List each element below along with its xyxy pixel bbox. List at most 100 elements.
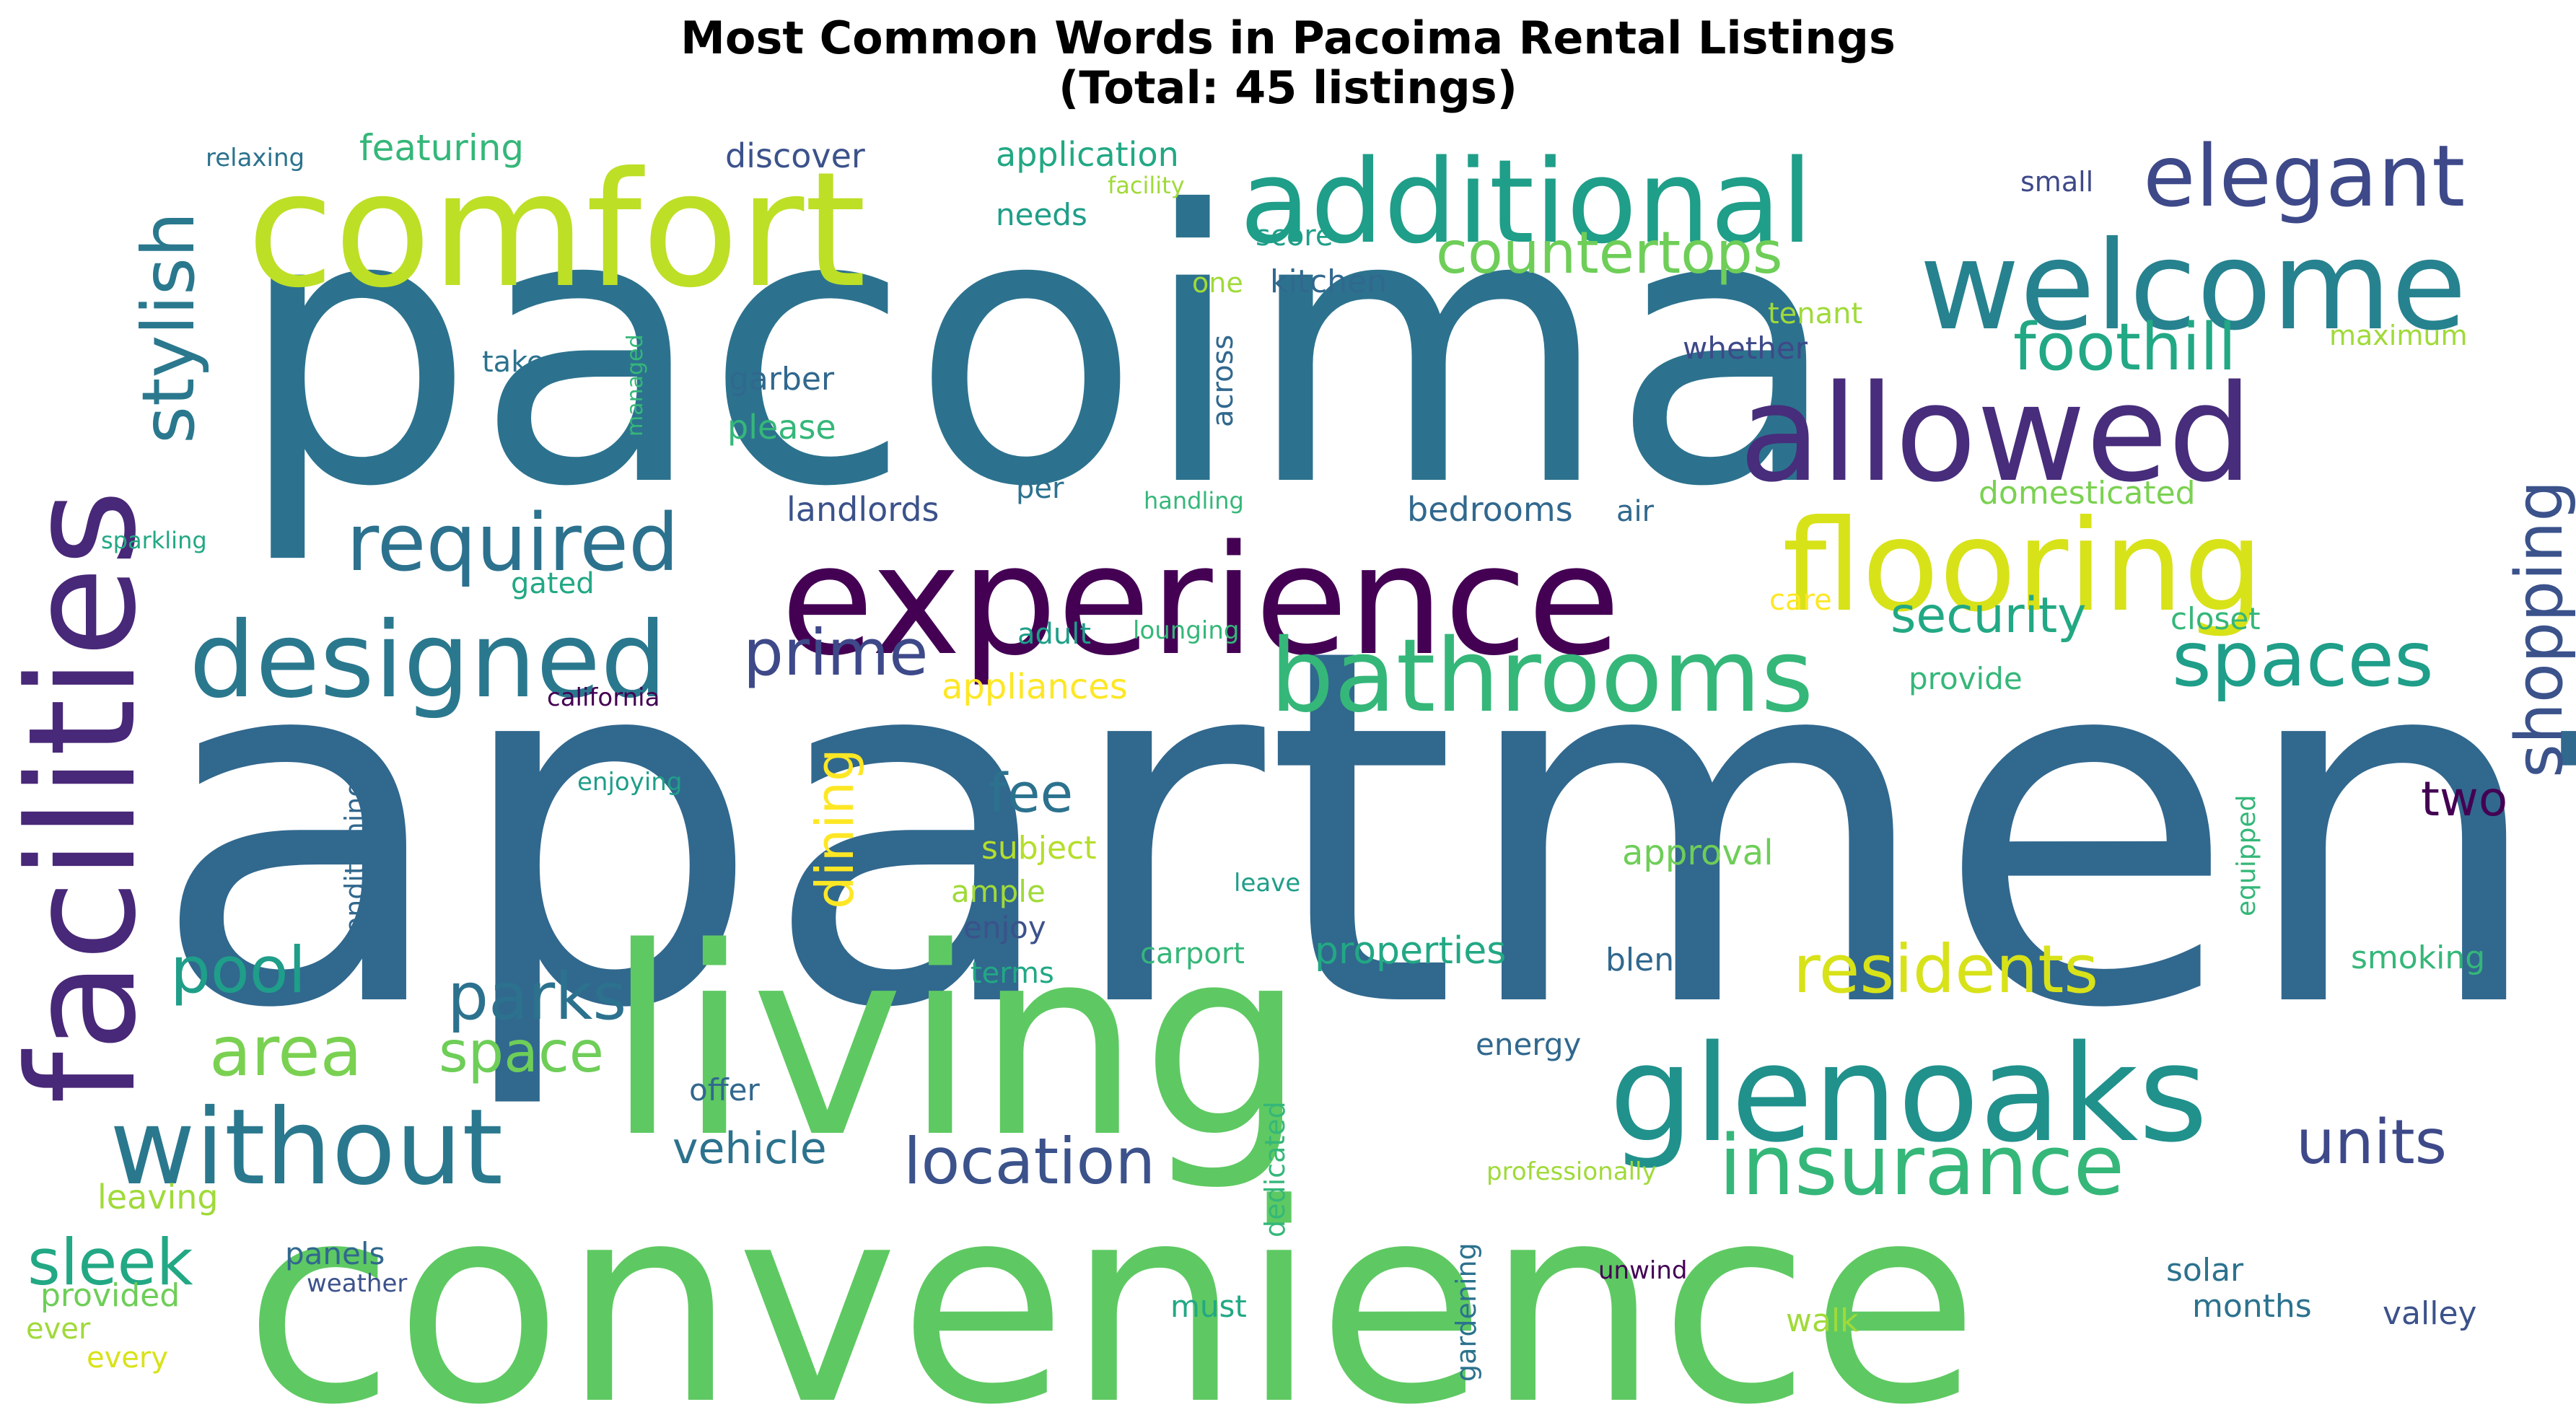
word-foothill: foothill bbox=[2013, 310, 2236, 385]
word-handling: handling bbox=[1144, 487, 1244, 514]
word-blend: blend bbox=[1605, 942, 1694, 978]
word-kitchen: kitchen bbox=[1270, 263, 1387, 300]
word-maximum: maximum bbox=[2329, 320, 2467, 351]
word-facility: facility bbox=[1108, 172, 1185, 199]
word-gated: gated bbox=[511, 567, 595, 600]
word-dedicated: dedicated bbox=[1259, 1101, 1291, 1237]
word-approval: approval bbox=[1622, 833, 1774, 873]
word-leave: leave bbox=[1234, 869, 1300, 898]
word-vehicle: vehicle bbox=[673, 1123, 827, 1174]
word-carport: carport bbox=[1140, 937, 1245, 970]
word-additional: additional bbox=[1240, 134, 1813, 269]
word-energy: energy bbox=[1476, 1027, 1581, 1062]
chart-title: Most Common Words in Pacoima Rental List… bbox=[680, 12, 1896, 115]
word-flooring: flooring bbox=[1782, 494, 2264, 640]
word-application: application bbox=[996, 135, 1179, 174]
word-required: required bbox=[346, 496, 679, 589]
word-security: security bbox=[1891, 587, 2087, 644]
word-must: must bbox=[1170, 1289, 1247, 1324]
word-countertops: countertops bbox=[1436, 219, 1783, 286]
word-landlords: landlords bbox=[787, 490, 939, 529]
word-enjoying: enjoying bbox=[577, 768, 682, 797]
word-location: location bbox=[903, 1124, 1155, 1198]
word-glenoaks: glenoaks bbox=[1609, 1016, 2208, 1172]
word-ever: ever bbox=[26, 1312, 91, 1346]
word-across: across bbox=[1206, 335, 1240, 427]
word-shopping: shopping bbox=[2502, 481, 2576, 778]
word-terms: terms bbox=[971, 957, 1054, 990]
word-provide: provide bbox=[1909, 661, 2023, 696]
word-discover: discover bbox=[725, 136, 865, 175]
word-conditioning: conditioning bbox=[339, 780, 371, 949]
word-allowed: allowed bbox=[1739, 356, 2253, 512]
word-parks: parks bbox=[447, 959, 626, 1035]
word-without: without bbox=[110, 1087, 503, 1209]
word-whether: whether bbox=[1683, 330, 1808, 366]
word-comfort: comfort bbox=[247, 138, 867, 323]
word-care: care bbox=[1769, 584, 1832, 617]
word-gardening: gardening bbox=[1450, 1242, 1482, 1382]
word-garber: garber bbox=[729, 361, 835, 398]
word-offer: offer bbox=[689, 1072, 760, 1108]
word-california: california bbox=[547, 683, 660, 712]
word-facilities: facilities bbox=[0, 489, 169, 1104]
word-bathrooms: bathrooms bbox=[1270, 618, 1813, 735]
word-living: living bbox=[606, 892, 1306, 1194]
word-ample: ample bbox=[951, 874, 1046, 909]
word-needs: needs bbox=[996, 197, 1087, 232]
word-one: one bbox=[1192, 267, 1243, 299]
word-weather: weather bbox=[307, 1269, 407, 1298]
word-solar: solar bbox=[2166, 1252, 2244, 1289]
word-leaving: leaving bbox=[97, 1178, 219, 1217]
word-tenant: tenant bbox=[1768, 297, 1862, 330]
word-small: small bbox=[2020, 166, 2093, 198]
word-managed: managed bbox=[623, 334, 648, 437]
word-enjoy: enjoy bbox=[963, 910, 1046, 945]
word-subject: subject bbox=[981, 830, 1096, 867]
word-appliances: appliances bbox=[942, 667, 1128, 707]
word-elegant: elegant bbox=[2143, 126, 2465, 226]
word-unwind: unwind bbox=[1598, 1256, 1687, 1285]
word-dining: dining bbox=[805, 748, 865, 909]
word-score: score bbox=[1256, 219, 1333, 253]
word-sparkling: sparkling bbox=[101, 527, 207, 554]
word-smoking: smoking bbox=[2351, 939, 2485, 976]
word-relaxing: relaxing bbox=[206, 144, 305, 172]
word-months: months bbox=[2192, 1288, 2312, 1325]
word-sleek: sleek bbox=[27, 1225, 193, 1300]
word-lounging: lounging bbox=[1133, 616, 1240, 645]
word-residents: residents bbox=[1793, 931, 2098, 1008]
word-fee: fee bbox=[989, 763, 1073, 825]
word-space: space bbox=[439, 1020, 604, 1085]
word-two: two bbox=[2421, 771, 2507, 827]
word-provided: provided bbox=[40, 1277, 180, 1314]
word-insurance: insurance bbox=[1719, 1118, 2124, 1214]
word-every: every bbox=[87, 1341, 168, 1375]
word-equipped: equipped bbox=[2232, 794, 2261, 916]
word-adult: adult bbox=[1017, 618, 1091, 651]
word-air: air bbox=[1616, 495, 1655, 528]
word-units: units bbox=[2296, 1107, 2447, 1178]
word-properties: properties bbox=[1315, 929, 1506, 973]
word-per: per bbox=[1016, 472, 1064, 505]
word-convenience: convenience bbox=[244, 1145, 1979, 1420]
word-prime: prime bbox=[743, 615, 928, 690]
word-panels: panels bbox=[285, 1236, 385, 1271]
word-area: area bbox=[209, 1012, 362, 1092]
word-take: take bbox=[482, 346, 545, 379]
word-stylish: stylish bbox=[126, 211, 211, 444]
word-domesticated: domesticated bbox=[1979, 475, 2196, 512]
word-experience: experience bbox=[781, 512, 1621, 689]
word-spaces: spaces bbox=[2172, 615, 2434, 704]
word-pool: pool bbox=[170, 933, 306, 1007]
word-closet: closet bbox=[2170, 601, 2261, 636]
word-valley: valley bbox=[2383, 1295, 2477, 1332]
word-featuring: featuring bbox=[359, 127, 524, 169]
word-designed: designed bbox=[189, 600, 667, 722]
word-bedrooms: bedrooms bbox=[1407, 490, 1573, 529]
word-walk: walk bbox=[1786, 1302, 1859, 1339]
word-pacoima: pacoima bbox=[237, 131, 1840, 569]
word-apartments: apartments bbox=[150, 545, 2576, 1116]
word-professionally: professionally bbox=[1486, 1157, 1657, 1186]
